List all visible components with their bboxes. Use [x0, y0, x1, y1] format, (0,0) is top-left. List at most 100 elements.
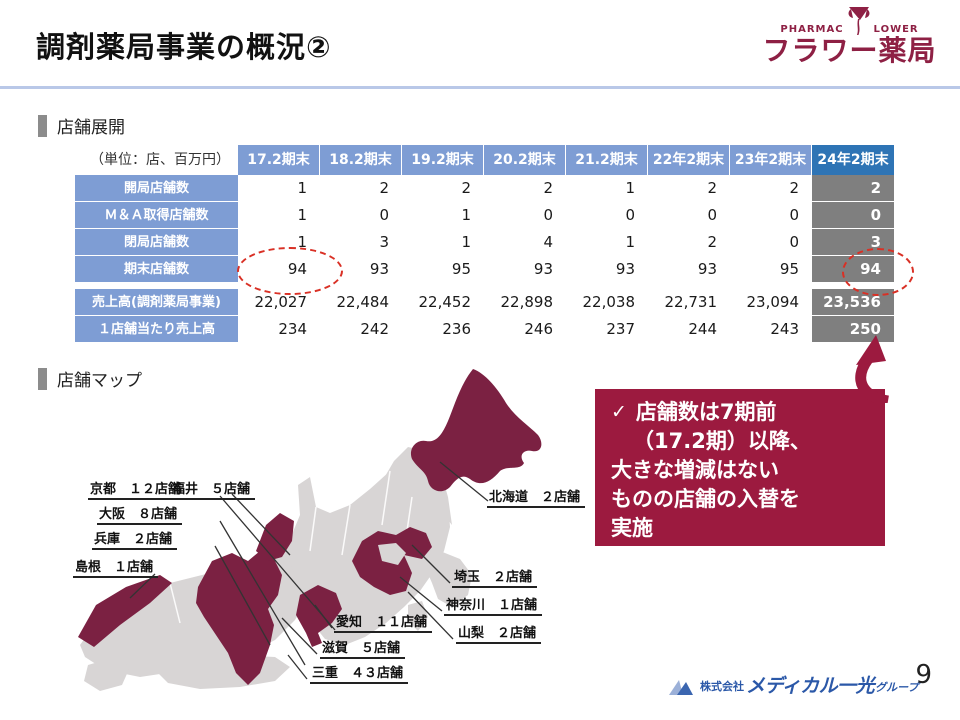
- table-cell: 243: [730, 316, 812, 343]
- table-cell: 2: [402, 175, 484, 202]
- table-cell: 22,452: [402, 289, 484, 316]
- callout-line: 大きな増減はない: [611, 458, 779, 482]
- table-cell: 242: [320, 316, 402, 343]
- store-table: （単位：店、百万円） 17.2期末 18.2期末 19.2期末 20.2期末 2…: [75, 145, 894, 343]
- company-name: メディカル一光: [746, 675, 875, 697]
- section-bar: [38, 114, 47, 137]
- table-cell: 22,731: [648, 289, 730, 316]
- section-store-map: 店舗マップ: [38, 366, 142, 391]
- row-label: 期末店舗数: [75, 256, 238, 283]
- callout-line: 実施: [611, 516, 653, 540]
- japan-map-graphic: [78, 369, 542, 691]
- col-header: 22年2期末: [648, 145, 730, 175]
- company-suffix: グループ: [875, 681, 919, 694]
- table-cell: 1: [238, 202, 320, 229]
- section-bar: [38, 367, 47, 390]
- map-label-shimane: 島根 １店舗: [73, 556, 159, 578]
- table-cell: 93: [484, 256, 566, 283]
- table-cell: 1: [402, 229, 484, 256]
- curved-arrow-icon: [840, 333, 915, 407]
- table-cell: 2: [320, 175, 402, 202]
- table-cell: 0: [320, 202, 402, 229]
- map-label-kanagawa: 神奈川 １店舗: [444, 594, 543, 616]
- table-cell: 2: [648, 175, 730, 202]
- table-cell-highlight: 2: [812, 175, 894, 202]
- row-label: Ｍ＆Ａ取得店舗数: [75, 202, 238, 229]
- row-label: 売上高(調剤薬局事業): [75, 289, 238, 316]
- map-label-yamanashi: 山梨 ２店舗: [456, 622, 542, 644]
- map-label-mie: 三重 ４３店舗: [310, 662, 409, 684]
- table-cell: 95: [730, 256, 812, 283]
- table-cell: 1: [238, 175, 320, 202]
- brand-logo-top: PHARMAC LOWER: [757, 6, 942, 35]
- brand-name: フラワー薬局: [762, 34, 937, 67]
- table-cell-highlight: 23,536: [812, 289, 894, 316]
- table-cell: 93: [566, 256, 648, 283]
- table-cell: 1: [566, 175, 648, 202]
- table-cell: 2: [484, 175, 566, 202]
- map-label-kyoto: 京都 １２店舗: [88, 478, 187, 500]
- table-cell: 23,094: [730, 289, 812, 316]
- row-label: 開局店舗数: [75, 175, 238, 202]
- section-label: 店舗展開: [57, 118, 125, 138]
- table-cell: 1: [566, 229, 648, 256]
- col-header-current: 24年2期末: [812, 145, 894, 175]
- table-cell: 246: [484, 316, 566, 343]
- table-cell: 2: [648, 229, 730, 256]
- table-cell: 93: [648, 256, 730, 283]
- unit-note: （単位：店、百万円）: [75, 145, 238, 175]
- flower-icon: [848, 7, 870, 35]
- highlight-ellipse-last: [842, 248, 914, 296]
- section-store-development: 店舗展開: [38, 113, 125, 138]
- table-cell: 0: [566, 202, 648, 229]
- page-number: 9: [915, 660, 932, 690]
- table-cell: 0: [484, 202, 566, 229]
- table-cell-highlight: 250: [812, 316, 894, 343]
- company-prefix: 株式会社: [700, 680, 744, 693]
- row-label: 閉局店舗数: [75, 229, 238, 256]
- table-cell: 237: [566, 316, 648, 343]
- callout-line: ものの店舗の入替を: [611, 487, 800, 511]
- map-leader-lines: [129, 461, 489, 680]
- section-label: 店舗マップ: [57, 371, 142, 391]
- company-logo: 株式会社 メディカル一光 グループ: [668, 676, 919, 696]
- table-cell: 22,898: [484, 289, 566, 316]
- highlight-ellipse-first: [237, 247, 343, 295]
- callout-line: （17.2期）以降、: [633, 429, 811, 453]
- table-cell: 234: [238, 316, 320, 343]
- table-cell: 22,484: [320, 289, 402, 316]
- table-cell: 244: [648, 316, 730, 343]
- table-cell: 0: [648, 202, 730, 229]
- col-header: 23年2期末: [730, 145, 812, 175]
- map-label-fukui: 福井 ５店舗: [170, 478, 256, 500]
- check-icon: ✓: [611, 401, 627, 423]
- page-title: 調剤薬局事業の概況②: [36, 30, 332, 64]
- col-header: 19.2期末: [402, 145, 484, 175]
- col-header: 17.2期末: [238, 145, 320, 175]
- col-header: 18.2期末: [320, 145, 402, 175]
- table-cell: 0: [730, 229, 812, 256]
- callout-box: ✓ 店舗数は7期前 （17.2期）以降、 大きな増減はない ものの店舗の入替を …: [595, 389, 885, 546]
- japan-store-map: 京都 １２店舗 福井 ５店舗 大阪 ８店舗 兵庫 ２店舗 島根 １店舗 北海道 …: [60, 355, 605, 700]
- row-label: １店舗当たり売上高: [75, 316, 238, 343]
- map-label-saitama: 埼玉 ２店舗: [452, 566, 538, 588]
- brand-text-lower: LOWER: [873, 24, 919, 35]
- map-label-hyogo: 兵庫 ２店舗: [92, 528, 178, 550]
- table-cell: 236: [402, 316, 484, 343]
- table-cell: 0: [730, 202, 812, 229]
- table-cell: 2: [730, 175, 812, 202]
- brand-text-pharmac: PHARMAC: [780, 24, 844, 35]
- map-label-aichi: 愛知 １１店舗: [334, 611, 433, 633]
- table-cell: 1: [402, 202, 484, 229]
- table-cell: 4: [484, 229, 566, 256]
- title-rule: [0, 86, 960, 89]
- callout-line: 店舗数は7期前: [635, 400, 777, 424]
- map-label-osaka: 大阪 ８店舗: [97, 503, 183, 525]
- map-label-hokkaido: 北海道 ２店舗: [487, 486, 586, 508]
- col-header: 21.2期末: [566, 145, 648, 175]
- medical-ikko-logo-icon: [669, 680, 693, 695]
- brand-logo: PHARMAC LOWER フラワー薬局: [757, 6, 942, 67]
- table-gap: [75, 283, 894, 289]
- table-cell-highlight: 0: [812, 202, 894, 229]
